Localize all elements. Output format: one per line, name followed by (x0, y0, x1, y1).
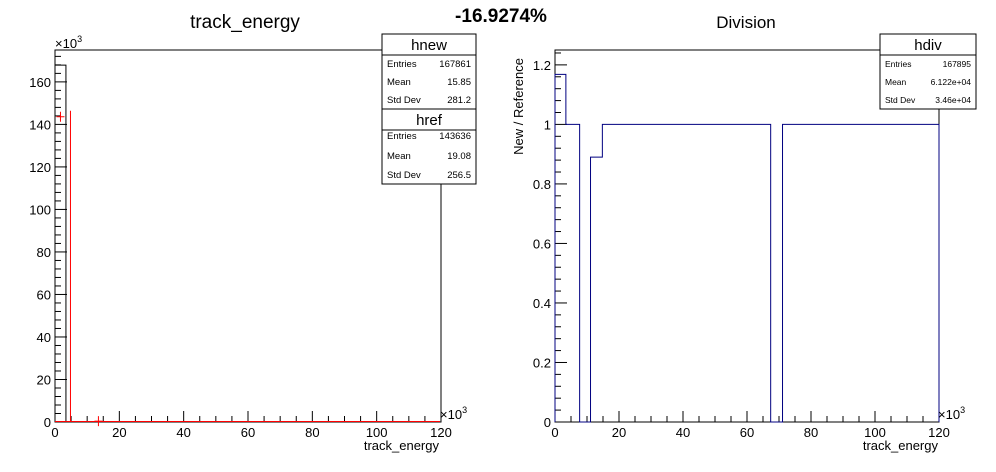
stats-hdiv-title: hdiv (914, 37, 942, 54)
stats-hnew-key: Entries (387, 59, 417, 70)
href-point (56, 111, 65, 122)
stats-href-key: Entries (387, 131, 417, 142)
stats-href-value: 143636 (439, 131, 471, 142)
stats-hnew-key: Std Dev (387, 95, 421, 106)
x-tick-label: 80 (804, 425, 818, 440)
stats-hdiv-key: Std Dev (885, 95, 916, 105)
x-tick-label: 60 (241, 425, 255, 440)
y-tick-label: 60 (37, 287, 51, 302)
y-tick-label: 0.6 (533, 236, 551, 251)
stats-hnew-value: 281.2 (447, 95, 471, 106)
x-tick-label: 80 (305, 425, 319, 440)
stats-hnew-value: 15.85 (447, 77, 471, 88)
x-tick-label: 20 (112, 425, 126, 440)
y-tick-label: 0.2 (533, 355, 551, 370)
x-tick-label: 100 (864, 425, 886, 440)
x-tick-label: 0 (551, 425, 558, 440)
right-y-axis-label: New / Reference (511, 58, 526, 155)
stats-href-title: href (416, 112, 443, 129)
y-tick-label: 100 (29, 202, 51, 217)
stats-hnew-key: Mean (387, 77, 411, 88)
y-tick-label: 140 (29, 117, 51, 132)
stats-hdiv-value: 167895 (943, 59, 972, 69)
stats-hnew-title: hnew (411, 37, 447, 54)
x-tick-label: 40 (176, 425, 190, 440)
stats-hdiv-key: Mean (885, 77, 907, 87)
y-tick-label: 0 (44, 415, 51, 430)
left-x-ticks: 0 20 40 60 80 100 120 (51, 411, 452, 440)
stats-href-key: Mean (387, 151, 411, 162)
left-x-axis-label: track_energy (364, 438, 440, 453)
x-tick-label: 20 (612, 425, 626, 440)
x-tick-label: 40 (676, 425, 690, 440)
y-tick-label: 80 (37, 245, 51, 260)
href-point (94, 416, 103, 427)
y-tick-label: 40 (37, 330, 51, 345)
stats-box-hnew: hnew Entries 167861 Mean 15.85 Std Dev 2… (381, 33, 477, 110)
stats-box-href: href Entries 143636 Mean 19.08 Std Dev 2… (381, 108, 477, 185)
stats-hnew-value: 167861 (439, 59, 471, 70)
x-tick-label: 120 (430, 425, 452, 440)
x-tick-label: 0 (51, 425, 58, 440)
y-tick-label: 0 (544, 415, 551, 430)
left-y-exponent: ×103 (55, 34, 82, 51)
hdiv-histogram (554, 73, 940, 423)
x-tick-label: 120 (928, 425, 950, 440)
stats-href-value: 256.5 (447, 170, 471, 181)
y-tick-label: 0.4 (533, 296, 551, 311)
y-tick-label: 120 (29, 160, 51, 175)
y-tick-label: 1.2 (533, 58, 551, 73)
left-x-exponent: ×103 (440, 405, 467, 422)
y-tick-label: 160 (29, 75, 51, 90)
right-series (554, 73, 940, 423)
stats-box-hdiv: hdiv Entries 167895 Mean 6.122e+04 Std D… (879, 33, 977, 110)
stats-href-value: 19.08 (447, 151, 471, 162)
y-tick-label: 20 (37, 372, 51, 387)
right-x-axis-label: track_energy (863, 438, 939, 453)
right-y-ticks: 0 0.2 0.4 0.6 0.8 1 1.2 (533, 52, 567, 430)
right-pad: Division 0 0.2 0.4 0.6 0.8 1 1.2 0 20 40 60 80 100 1… (511, 13, 977, 453)
right-x-exponent: ×103 (938, 405, 965, 422)
left-pad: track_energy 0 20 40 60 80 100 120 140 160 0 20 40… (29, 12, 477, 453)
left-title: track_energy (190, 12, 300, 33)
left-series (54, 64, 441, 427)
stats-href-key: Std Dev (387, 170, 421, 181)
x-tick-label: 100 (366, 425, 388, 440)
left-y-ticks: 0 20 40 60 80 100 120 140 160 (29, 55, 67, 430)
ratio-label: -16.9274% (455, 6, 547, 27)
right-x-ticks: 0 20 40 60 80 100 120 (551, 411, 950, 440)
right-title: Division (716, 13, 776, 32)
stats-hdiv-value: 6.122e+04 (931, 77, 972, 87)
y-tick-label: 0.8 (533, 177, 551, 192)
stats-hdiv-value: 3.46e+04 (935, 95, 971, 105)
x-tick-label: 60 (740, 425, 754, 440)
stats-hdiv-key: Entries (885, 59, 911, 69)
y-tick-label: 1 (544, 117, 551, 132)
